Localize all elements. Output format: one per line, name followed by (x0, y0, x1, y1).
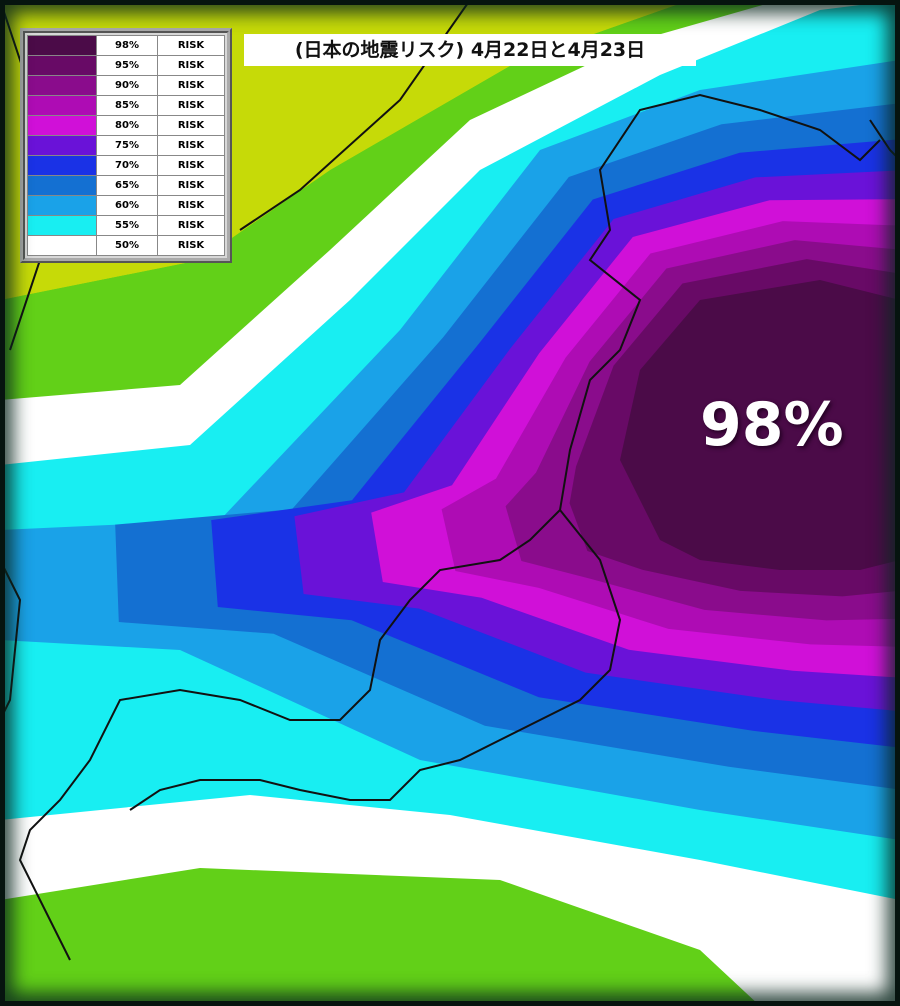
legend-row: 50% RISK (27, 235, 225, 256)
legend-swatch (27, 35, 97, 56)
legend-percent: 70% (95, 155, 159, 176)
legend-percent: 60% (95, 195, 159, 216)
legend-label: RISK (157, 55, 225, 76)
risk-annotation: 98% (700, 390, 844, 460)
legend-label: RISK (157, 75, 225, 96)
legend-row: 80% RISK (27, 115, 225, 136)
legend-row: 90% RISK (27, 75, 225, 96)
legend-row: 75% RISK (27, 135, 225, 156)
legend-swatch (27, 115, 97, 136)
legend-swatch (27, 135, 97, 156)
legend-swatch (27, 215, 97, 236)
legend-percent: 55% (95, 215, 159, 236)
legend-row: 85% RISK (27, 95, 225, 116)
legend-percent: 75% (95, 135, 159, 156)
legend-label: RISK (157, 175, 225, 196)
legend-row: 60% RISK (27, 195, 225, 216)
legend-table: 98% RISK 95% RISK 90% RISK 85% RISK 80% RISK 75% RI… (27, 35, 225, 256)
legend-swatch (27, 75, 97, 96)
legend-label: RISK (157, 155, 225, 176)
legend-swatch (27, 235, 97, 256)
legend-swatch (27, 95, 97, 116)
legend-row: 55% RISK (27, 215, 225, 236)
legend-row: 95% RISK (27, 55, 225, 76)
legend-label: RISK (157, 135, 225, 156)
legend-row: 65% RISK (27, 175, 225, 196)
map-title: (日本の地震リスク) 4月22日と4月23日 (244, 34, 696, 66)
legend-label: RISK (157, 95, 225, 116)
legend-percent: 98% (95, 35, 159, 56)
legend-percent: 95% (95, 55, 159, 76)
legend-row: 70% RISK (27, 155, 225, 176)
legend: 98% RISK 95% RISK 90% RISK 85% RISK 80% RISK 75% RI… (20, 28, 232, 263)
legend-label: RISK (157, 115, 225, 136)
legend-swatch (27, 195, 97, 216)
legend-percent: 85% (95, 95, 159, 116)
legend-label: RISK (157, 235, 225, 256)
legend-row: 98% RISK (27, 35, 225, 56)
legend-percent: 50% (95, 235, 159, 256)
legend-label: RISK (157, 215, 225, 236)
legend-percent: 80% (95, 115, 159, 136)
risk-zone (620, 280, 900, 570)
legend-swatch (27, 55, 97, 76)
legend-label: RISK (157, 35, 225, 56)
legend-label: RISK (157, 195, 225, 216)
legend-swatch (27, 155, 97, 176)
legend-percent: 65% (95, 175, 159, 196)
legend-swatch (27, 175, 97, 196)
legend-percent: 90% (95, 75, 159, 96)
